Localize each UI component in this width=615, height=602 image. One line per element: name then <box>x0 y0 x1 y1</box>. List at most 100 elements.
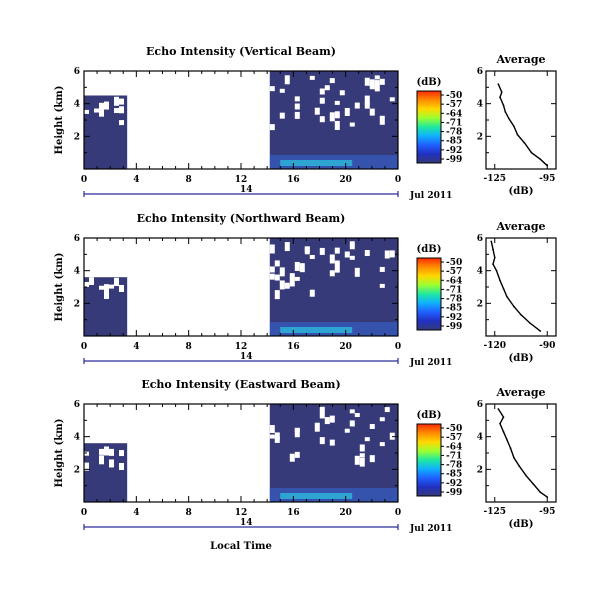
average-y-tick-label: 4 <box>477 433 483 443</box>
surface-echo-core <box>280 160 353 166</box>
x-tick-label: 0 <box>395 508 401 518</box>
data-gap-cell <box>334 260 340 270</box>
x-tick-label: 8 <box>186 508 192 518</box>
data-gap-cell <box>329 78 335 84</box>
colorbar-tick-label: -71 <box>446 451 462 461</box>
average-profile-line <box>490 241 541 332</box>
data-gap-cell <box>379 283 385 288</box>
average-profile-point <box>495 269 498 272</box>
data-gap-cell <box>379 266 385 272</box>
average-profile-point <box>532 483 535 485</box>
y-tick-label: 6 <box>74 234 80 244</box>
data-gap-cell <box>284 75 290 85</box>
colorbar-tick-label: -64 <box>446 442 462 452</box>
heatmap-segment-1 <box>269 71 398 169</box>
colorbar-unit: (dB) <box>417 244 442 255</box>
average-profile-point <box>539 330 542 332</box>
data-gap-cell <box>294 103 300 110</box>
average-title: Average <box>495 386 545 399</box>
colorbar-unit: (dB) <box>417 410 442 421</box>
average-y-tick-label: 6 <box>477 234 483 244</box>
average-profile-point <box>490 240 493 243</box>
data-gap-cell <box>309 75 315 80</box>
data-gap-cell <box>344 107 350 116</box>
data-gap-cell <box>274 290 280 300</box>
average-profile-point <box>516 133 519 136</box>
average-profile-point <box>497 408 500 410</box>
colorbar-tick-label: -92 <box>446 479 462 489</box>
y-tick-label: 2 <box>74 132 80 142</box>
data-gap-cell <box>344 428 350 433</box>
data-gap-cell <box>329 112 335 122</box>
average-profile-point <box>506 439 508 441</box>
x-tick-label: 16 <box>287 342 300 352</box>
data-gap-cell <box>269 273 275 280</box>
data-gap-cell <box>364 102 370 109</box>
data-gap-cell <box>294 261 300 271</box>
average-frame <box>485 237 557 337</box>
colorbar <box>416 423 442 497</box>
average-profile-point <box>500 91 503 94</box>
heatmap-segment-0 <box>84 95 128 169</box>
panel-title: Echo Intensity (Eastward Beam) <box>141 378 340 391</box>
x-tick-label: 20 <box>339 175 352 185</box>
data-gap-cell <box>119 284 124 292</box>
average-frame <box>485 70 557 170</box>
data-gap-cell <box>274 432 280 440</box>
average-x-tick-label: -95 <box>539 507 555 517</box>
colorbar-tick-label: -99 <box>446 155 462 165</box>
average-profile-point <box>520 313 522 316</box>
data-gap-cell <box>94 108 99 113</box>
data-gap-cell <box>319 97 325 104</box>
data-gap-cell <box>384 250 390 259</box>
data-gap-cell <box>114 96 119 106</box>
colorbar-tick-label: -78 <box>446 461 462 471</box>
data-gap-cell <box>319 437 325 445</box>
data-gap-cell <box>289 278 295 287</box>
average-profile-point <box>497 83 500 85</box>
x-tick-label: 12 <box>235 342 248 352</box>
y-axis-label: Height (km) <box>54 86 65 155</box>
data-gap-cell <box>279 280 285 290</box>
data-gap-cell <box>329 415 335 423</box>
average-profile-point <box>502 104 505 107</box>
data-gap-cell <box>99 102 104 111</box>
average-y-tick-label: 2 <box>477 299 483 309</box>
surface-echo-core <box>280 327 353 333</box>
colorbar-tick-label: -85 <box>446 137 462 147</box>
panel-title: Echo Intensity (Vertical Beam) <box>146 45 336 58</box>
data-gap-cell <box>359 444 365 452</box>
colorbar-tick-label: -64 <box>446 109 462 119</box>
data-gap-cell <box>309 254 315 259</box>
y-axis-label: Height (km) <box>54 419 65 488</box>
data-gap-cell <box>354 455 360 465</box>
x-tick-label: 0 <box>81 175 87 185</box>
average-y-tick-label: 2 <box>477 465 483 475</box>
data-gap-cell <box>294 427 300 432</box>
average-y-tick-label: 6 <box>477 67 483 77</box>
average-profile-point <box>492 248 494 251</box>
average-profile-point <box>502 416 505 418</box>
average-frame <box>485 403 557 503</box>
x-tick-label: 4 <box>133 342 139 352</box>
data-gap-cell <box>329 439 335 446</box>
data-gap-cell <box>324 85 330 91</box>
colorbar-tick-label: -57 <box>446 433 462 443</box>
data-gap-cell <box>369 108 375 116</box>
data-gap-cell <box>119 98 124 105</box>
data-gap-cell <box>104 291 109 299</box>
data-gap-cell <box>379 115 385 125</box>
data-gap-cell <box>114 277 119 285</box>
data-gap-cell <box>319 116 325 123</box>
data-gap-cell <box>104 284 109 294</box>
colorbar-tick-label: -57 <box>446 100 462 110</box>
average-x-label: (dB) <box>509 353 534 364</box>
data-gap-cell <box>374 83 380 92</box>
data-gap-cell <box>369 455 375 463</box>
x-tick-label: 4 <box>133 508 139 518</box>
average-y-tick-label: 4 <box>477 267 483 277</box>
data-gap-cell <box>114 108 119 114</box>
data-gap-cell <box>349 241 355 250</box>
average-profile-point <box>507 117 510 120</box>
